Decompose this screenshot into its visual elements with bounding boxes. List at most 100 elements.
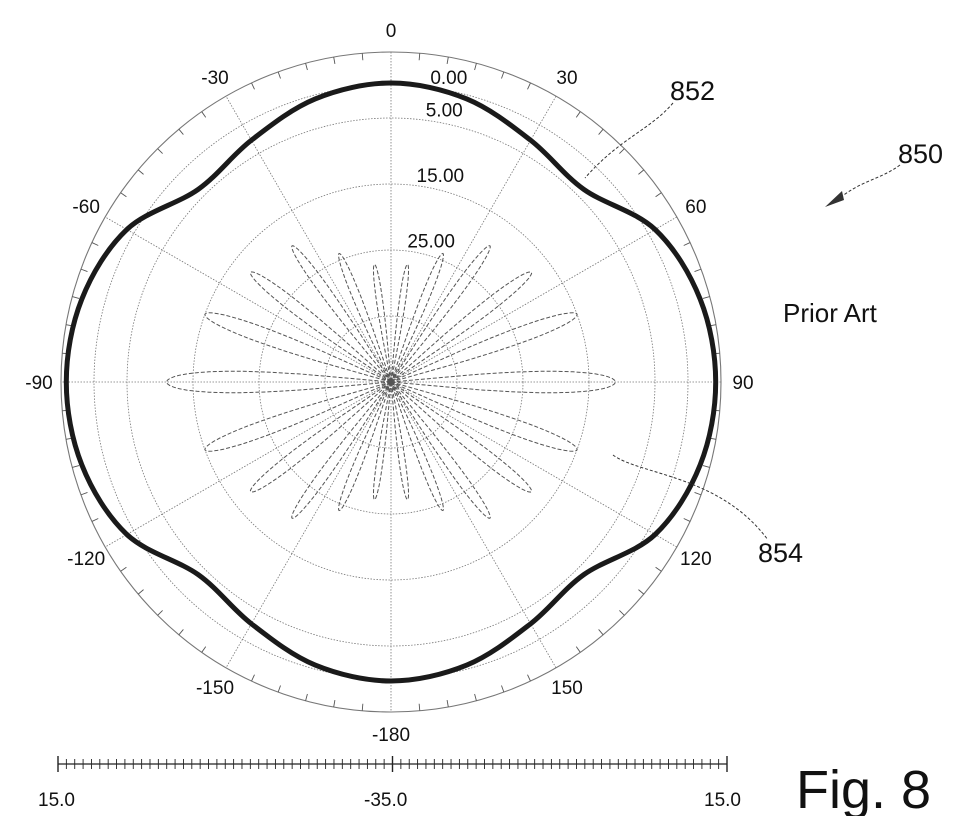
angle-tick-label: 120 (680, 549, 712, 570)
rim-tick (694, 492, 702, 496)
series-854-lobe (390, 271, 533, 383)
rim-tick (575, 646, 581, 653)
angle-tick-label: -30 (201, 68, 228, 89)
angle-tick-label: 0 (386, 21, 397, 42)
rim-tick (446, 56, 449, 64)
rim-tick (277, 71, 281, 79)
series-854-lobe (338, 381, 392, 512)
angle-tick-label: -150 (196, 678, 234, 699)
series-854-lobe (373, 263, 392, 383)
rim-tick (527, 674, 531, 682)
rim-tick (501, 685, 505, 693)
series-854-lobe (249, 381, 392, 493)
rim-tick (619, 610, 625, 616)
angle-tick-label: -120 (67, 549, 105, 570)
rim-tick (474, 63, 477, 71)
series-854-lobe (390, 381, 491, 519)
ring-value-label: 0.00 (430, 68, 467, 89)
series-854-lobe (390, 263, 409, 383)
rim-tick (201, 646, 207, 653)
caption-prior-art: Prior Art (783, 298, 878, 328)
rim-tick (91, 518, 99, 522)
rim-tick (527, 82, 531, 90)
rim-tick (418, 53, 421, 61)
rim-tick (305, 63, 308, 71)
rim-tick (120, 566, 127, 572)
rim-tick (683, 242, 691, 246)
leader-852 (584, 102, 674, 179)
rim-tick (683, 518, 691, 522)
series-854 (166, 245, 616, 519)
radial-scale-bar (57, 756, 728, 772)
rim-tick (418, 703, 421, 711)
rim-tick (474, 693, 477, 701)
series-854-lobe (390, 312, 578, 383)
angle-tick-label: 90 (732, 373, 753, 394)
rim-tick (638, 589, 645, 595)
rim-tick (598, 629, 604, 636)
ring-value-label: 5.00 (426, 101, 463, 122)
series-854-lobe (390, 381, 409, 501)
rim-tick (157, 610, 163, 616)
series-854-lobe (373, 381, 392, 501)
rim-tick (80, 492, 88, 496)
rim-tick (305, 693, 308, 701)
rim-tick (619, 148, 625, 154)
rim-tick (178, 128, 184, 135)
series-854-lobe (338, 252, 392, 383)
leader-854 (612, 454, 769, 541)
rim-tick (361, 53, 364, 61)
rim-tick (501, 71, 505, 79)
rim-tick (655, 566, 662, 572)
rim-tick (277, 685, 281, 693)
rim-tick (702, 296, 710, 299)
rim-tick (157, 148, 163, 154)
angle-tick-label: -90 (25, 373, 52, 394)
series-854-lobe (390, 381, 578, 452)
rim-tick (120, 192, 127, 198)
rim-tick (178, 629, 184, 636)
ring-value-label: 25.00 (407, 231, 455, 252)
ring-labels: 0.00 5.00 15.00 25.00 (407, 68, 467, 252)
angle-tick-label: 30 (556, 68, 577, 89)
angle-tick-label: -180 (372, 725, 410, 746)
rim-tick (91, 242, 99, 246)
series-852 (63, 80, 719, 684)
scale-right-label: 15.0 (704, 790, 741, 811)
rim-tick (361, 703, 364, 711)
rim-tick (72, 296, 80, 299)
rim-tick (655, 192, 662, 198)
series-854-lobe (291, 381, 392, 519)
angle-tick-label: 150 (551, 678, 583, 699)
rim-tick (598, 128, 604, 135)
series-852-curve (63, 80, 719, 684)
rim-tick (575, 111, 581, 118)
rim-tick (251, 82, 255, 90)
rim-tick (638, 169, 645, 175)
rim-tick (80, 268, 88, 272)
rim-tick (446, 700, 449, 708)
figure-title: Fig. 8 (796, 760, 931, 816)
rim-tick (137, 169, 144, 175)
angle-labels: 0 30 60 90 120 150 -180 -150 -120 -90 -60 -30 (25, 21, 753, 746)
series-854-lobe (249, 271, 392, 383)
angle-tick-label: 60 (685, 197, 706, 218)
series-854-lobe (204, 312, 392, 383)
rim-tick (72, 465, 80, 468)
rim-tick (251, 674, 255, 682)
series-854-lobe (204, 381, 392, 452)
ring-value-label: 15.00 (417, 166, 465, 187)
series-854-lobe (390, 252, 444, 383)
rim-tick (333, 700, 336, 708)
series-854-lobe (390, 381, 533, 493)
series-854-lobe (390, 381, 444, 512)
rim-tick (702, 465, 710, 468)
rim-tick (694, 268, 702, 272)
series-854-lobe (390, 245, 491, 383)
angle-tick-label: -60 (72, 197, 99, 218)
rim-tick (201, 111, 207, 118)
scale-left-label: 15.0 (38, 790, 75, 811)
rim-tick (333, 56, 336, 64)
series-852-label: 852 (670, 76, 715, 106)
